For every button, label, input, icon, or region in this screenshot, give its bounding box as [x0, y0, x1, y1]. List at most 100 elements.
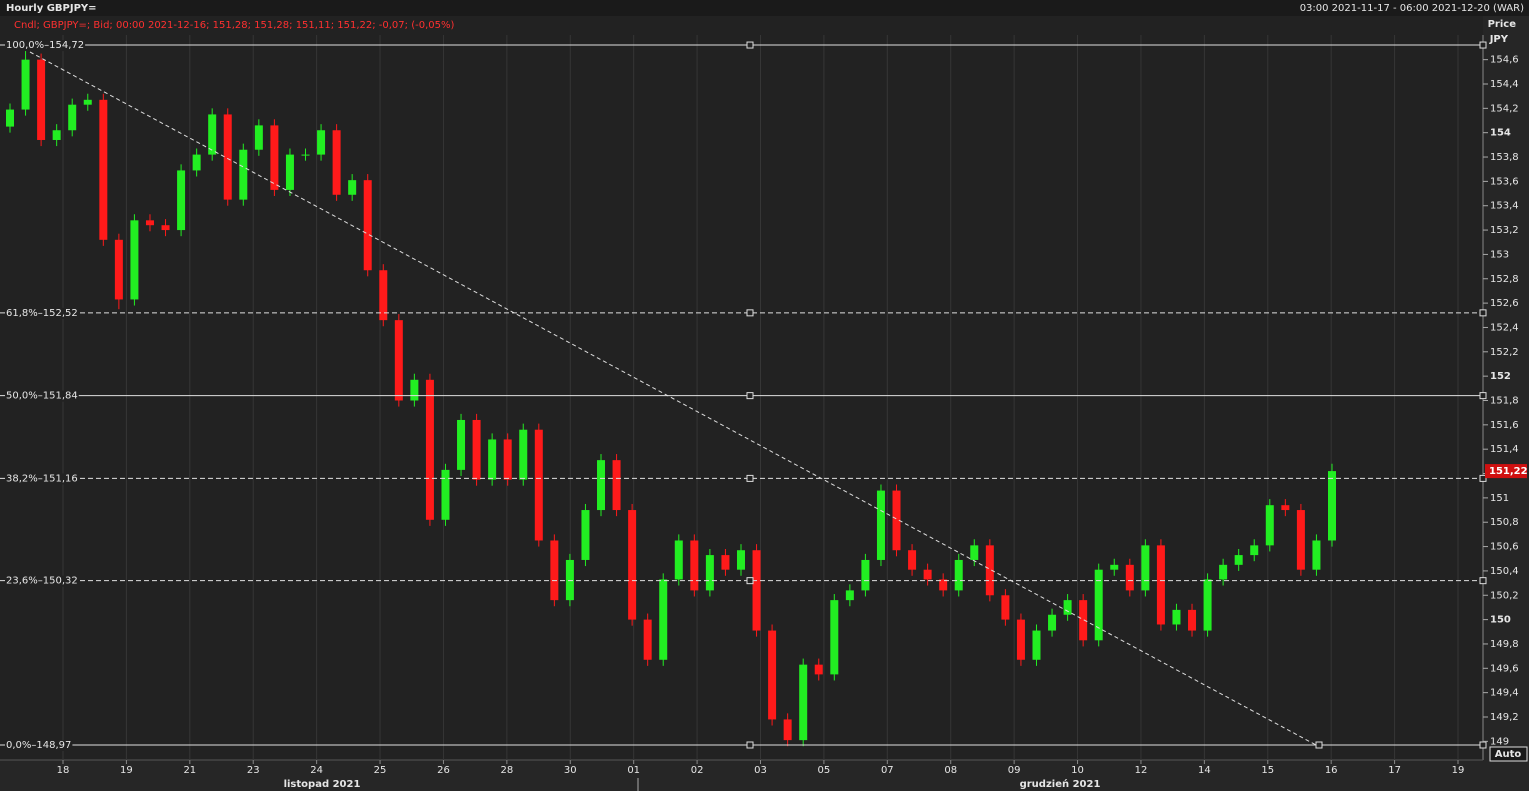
candle-body [705, 555, 714, 591]
y-tick-label: 154,4 [1490, 79, 1519, 90]
x-tick-label: 01 [627, 765, 640, 776]
fib-label-bg [5, 307, 79, 319]
fib-handle[interactable] [746, 392, 754, 400]
fib-handle[interactable] [1479, 474, 1487, 482]
trend-line [29, 51, 1317, 746]
candle-body [161, 225, 170, 231]
fib-label-bg [5, 40, 86, 52]
x-tick-label: 07 [881, 765, 894, 776]
candle-body [6, 109, 14, 127]
candle-body [68, 104, 77, 131]
candle-body [410, 379, 419, 401]
last-price-box [1485, 464, 1527, 479]
candle-body [550, 540, 559, 601]
y-tick-label: 150,6 [1490, 542, 1519, 553]
candle-body [876, 490, 885, 560]
y-tick-label: 153,8 [1490, 152, 1519, 163]
fib-handle[interactable] [1479, 41, 1487, 49]
candle-body [379, 270, 388, 321]
x-tick-label: 24 [310, 765, 323, 776]
fib-handle[interactable] [746, 474, 754, 482]
candle-body [1281, 505, 1290, 511]
candle-body [83, 99, 92, 105]
fib-handle[interactable] [746, 309, 754, 317]
candle-body [1125, 564, 1134, 591]
candle-body [1203, 579, 1212, 631]
last-price-label: 151,22 [1489, 466, 1528, 477]
fib-handle[interactable] [746, 41, 754, 49]
fib-handle[interactable] [1479, 309, 1487, 317]
axis-title: Price [1488, 19, 1517, 30]
candle-body [503, 439, 512, 480]
candle-body [472, 419, 481, 480]
auto-button-label[interactable]: Auto [1495, 749, 1522, 760]
fib-handle[interactable] [746, 577, 754, 585]
fib-handle[interactable] [746, 741, 754, 749]
x-tick-label: 19 [1452, 765, 1465, 776]
y-tick-label: 153,6 [1490, 176, 1519, 187]
auto-button[interactable] [1489, 746, 1528, 762]
x-tick-label: 25 [374, 765, 387, 776]
candle-body [239, 149, 248, 200]
x-tick-label: 19 [120, 765, 133, 776]
candle-body [301, 154, 310, 156]
fib-handle[interactable] [1479, 577, 1487, 585]
fib-label: 0,0%–148,97 [6, 740, 71, 751]
candle-body [332, 130, 341, 195]
fib-label: 38,2%–151,16 [6, 473, 78, 484]
candle-body [752, 550, 761, 631]
y-tick-label: 154,6 [1490, 55, 1519, 66]
candle-body [534, 429, 543, 541]
x-tick-label: 09 [1008, 765, 1021, 776]
y-tick-label: 152,6 [1490, 298, 1519, 309]
fib-label-bg [5, 739, 73, 751]
candle-body [939, 579, 948, 591]
candle-body [208, 114, 217, 155]
fib-label: 61,8%–152,52 [6, 308, 78, 319]
candle-body [1188, 609, 1197, 631]
candle-body [145, 220, 154, 226]
fib-handle[interactable] [1479, 392, 1487, 400]
candle-body [425, 379, 434, 520]
candle-body [643, 619, 652, 660]
candle-body [114, 239, 123, 300]
candle-body [565, 559, 574, 601]
chart-title: Hourly GBPJPY= [6, 3, 97, 14]
y-tick-label: 154,2 [1490, 103, 1519, 114]
candle-body [21, 59, 30, 110]
x-tick-label: 03 [754, 765, 767, 776]
trend-handle[interactable] [1315, 741, 1323, 749]
date-range: 03:00 2021-11-17 - 06:00 2021-12-20 (WAR… [1300, 3, 1524, 14]
x-tick-label: 14 [1198, 765, 1211, 776]
y-tick-label: 152 [1490, 371, 1511, 382]
candle-body [659, 579, 668, 660]
candle-body [1265, 505, 1274, 546]
candle-body [1032, 630, 1041, 660]
x-tick-label: 21 [183, 765, 196, 776]
candle-body [317, 130, 326, 155]
fib-label: 23,6%–150,32 [6, 576, 78, 587]
x-tick-label: 12 [1135, 765, 1148, 776]
candle-body [488, 439, 497, 480]
candle-body [783, 719, 792, 741]
candle-body [814, 664, 823, 675]
fib-handle[interactable] [1479, 741, 1487, 749]
plot-area [0, 16, 1483, 760]
candle-body [1001, 595, 1010, 620]
candle-body [519, 429, 528, 480]
candle-body [37, 59, 46, 140]
fib-label-bg [5, 473, 79, 485]
candle-body [270, 125, 279, 190]
y-tick-label: 153 [1490, 249, 1509, 260]
title-bar [0, 0, 1529, 16]
fib-label-bg [5, 390, 79, 402]
candle-body [674, 540, 683, 580]
candle-body [1296, 510, 1305, 570]
x-tick-label: 26 [437, 765, 450, 776]
y-tick-label: 153,4 [1490, 201, 1519, 212]
candle-body [52, 130, 61, 140]
x-tick-label: 15 [1261, 765, 1274, 776]
y-tick-label: 152,4 [1490, 322, 1519, 333]
month-label: grudzień 2021 [1020, 778, 1101, 790]
